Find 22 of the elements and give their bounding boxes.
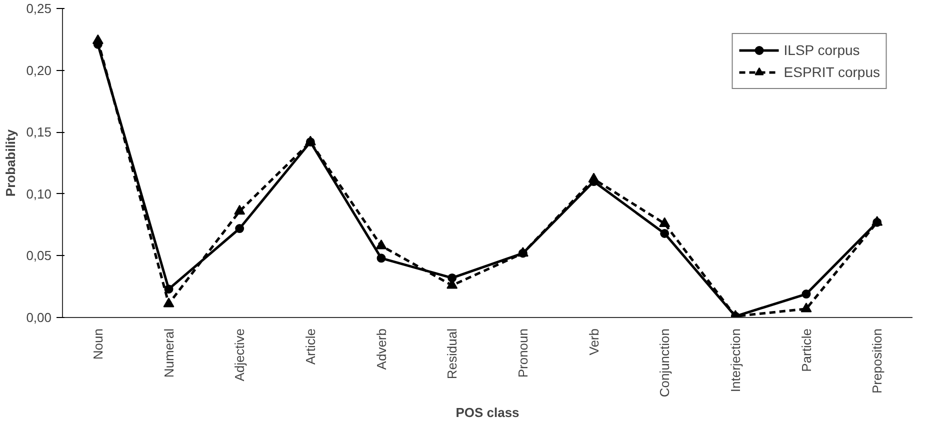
x-tick-label: Interjection: [728, 328, 743, 392]
x-tick-label: Article: [302, 328, 318, 365]
y-tick-label: 0,05: [26, 248, 52, 264]
y-tick-label: 0,00: [26, 310, 52, 325]
y-tick-label: 0,25: [26, 1, 52, 16]
legend-label: ESPRIT corpus: [784, 64, 880, 80]
x-tick-label: Numeral: [161, 328, 176, 378]
x-tick-label: Pronoun: [515, 328, 530, 378]
legend-label: ILSP corpus: [784, 42, 860, 58]
y-tick-label: 0,10: [26, 186, 52, 202]
x-tick-label: Adverb: [374, 328, 389, 370]
x-tick-label: Noun: [90, 328, 106, 360]
x-tick-label: Residual: [444, 328, 460, 380]
x-tick-label: Particle: [798, 328, 814, 372]
x-tick-label: Conjunction: [657, 328, 672, 398]
x-axis-title: POS class: [456, 405, 520, 420]
y-tick-label: 0,15: [26, 124, 52, 140]
y-tick-label: 0,20: [26, 62, 52, 78]
y-axis-title: Probability: [3, 128, 18, 197]
x-tick-label: Preposition: [870, 328, 885, 394]
x-tick-label: Adjective: [232, 328, 248, 382]
x-tick-label: Verb: [586, 328, 602, 356]
